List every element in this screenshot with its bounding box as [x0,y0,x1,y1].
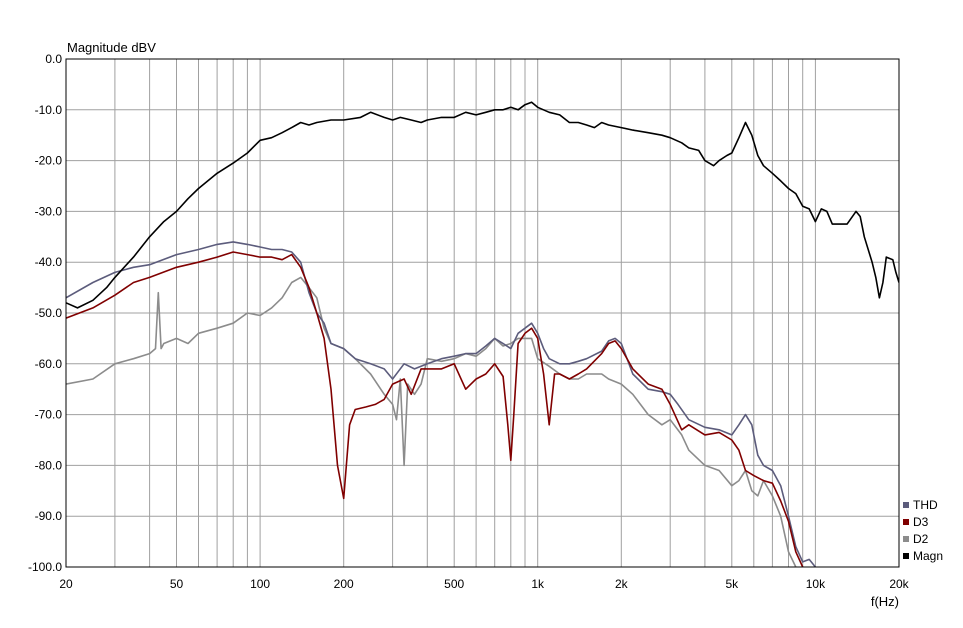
legend-swatch-d3 [903,519,909,525]
y-tick-label: -60.0 [35,357,63,371]
y-tick-label: -100.0 [28,560,62,574]
x-tick-label: 1k [531,577,545,591]
y-tick-label: -20.0 [35,154,63,168]
legend-label-d3: D3 [913,515,929,529]
y-axis-title: Magnitude dBV [67,40,156,55]
x-tick-label: 10k [806,577,826,591]
series-line-d3 [66,251,804,567]
series-line-thd [66,241,817,567]
legend-swatch-d2 [903,536,909,542]
y-axis: 0.0 -10.0 -20.0 -30.0 -40.0 -50.0 -60.0 -70.0 -8… [28,52,62,574]
x-tick-label: 20k [889,577,909,591]
chart-legend: THD D3 D2 Magn [903,498,943,563]
x-tick-label: 20 [59,577,73,591]
legend-label-thd: THD [913,498,938,512]
x-tick-label: 2k [615,577,629,591]
x-axis: 20 50 100 200 500 1k 2k 5k 10k 20k [59,577,909,591]
legend-swatch-magn [903,553,909,559]
series-line-magn [66,101,899,309]
y-tick-label: -50.0 [35,306,63,320]
legend-label-magn: Magn [913,549,943,563]
y-tick-label: -90.0 [35,509,63,523]
x-tick-label: 50 [170,577,184,591]
x-axis-title: f(Hz) [871,594,899,609]
y-tick-label: -10.0 [35,103,63,117]
y-tick-label: 0.0 [45,52,62,66]
series-line-d2 [66,276,797,567]
y-tick-label: -40.0 [35,255,63,269]
y-tick-label: -30.0 [35,204,63,218]
legend-swatch-thd [903,502,909,508]
x-tick-label: 5k [725,577,739,591]
y-tick-label: -70.0 [35,408,63,422]
x-tick-label: 500 [444,577,464,591]
plot-area [66,101,899,567]
plot-frame [65,58,900,568]
legend-label-d2: D2 [913,532,929,546]
x-tick-label: 200 [334,577,354,591]
y-tick-label: -80.0 [35,458,63,472]
x-tick-label: 100 [250,577,270,591]
